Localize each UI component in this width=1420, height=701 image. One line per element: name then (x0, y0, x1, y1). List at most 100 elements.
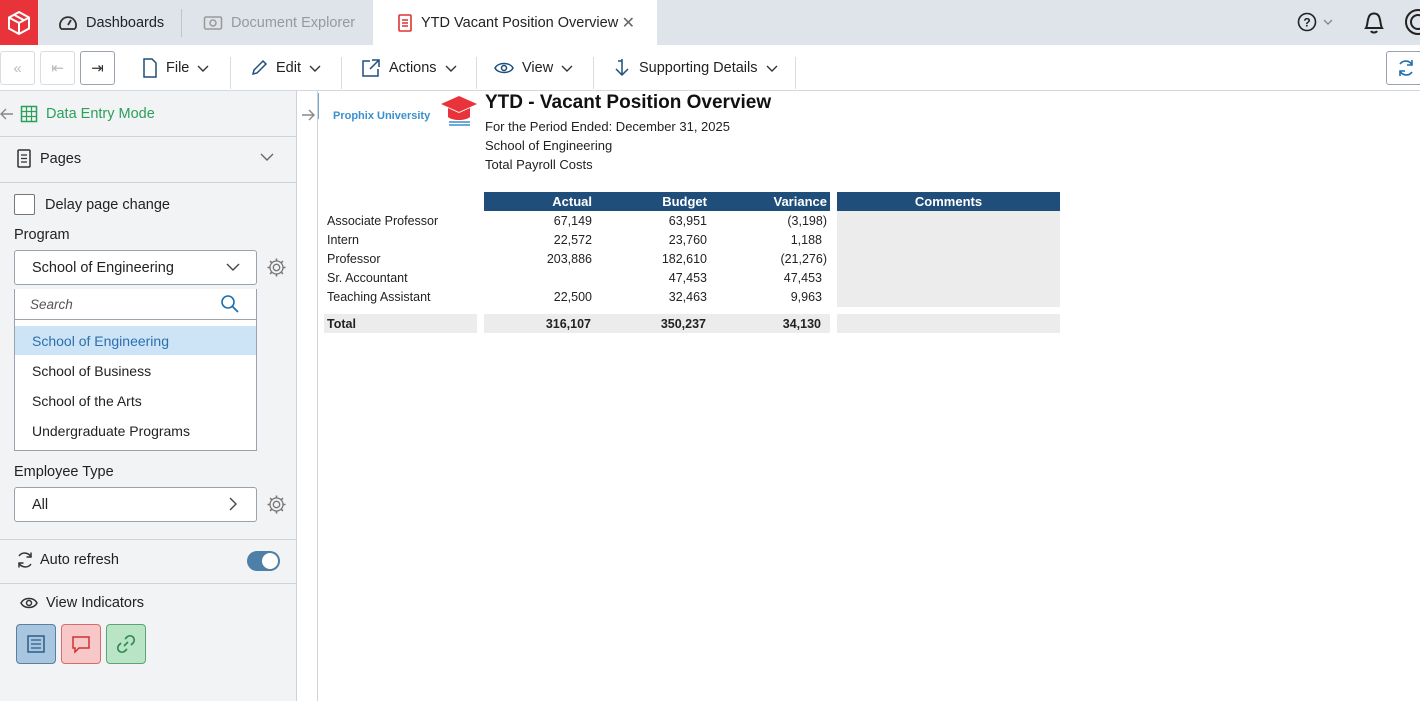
notes-indicator-button[interactable] (16, 624, 56, 664)
help-menu[interactable]: ? (1297, 12, 1333, 32)
auto-refresh-toggle[interactable] (247, 551, 280, 571)
cell-actual: 22,500 (553, 289, 592, 304)
data-entry-mode[interactable]: Data Entry Mode (0, 91, 297, 136)
tab-document-explorer[interactable]: Document Explorer (203, 0, 355, 45)
report-document-icon (398, 13, 412, 32)
app-logo[interactable] (0, 0, 38, 45)
program-select-value: School of Engineering (32, 259, 174, 276)
report-period: For the Period Ended: December 31, 2025 (485, 119, 730, 134)
left-panel: Data Entry Mode Pages Delay page change … (0, 91, 297, 701)
divider (0, 182, 297, 183)
arrow-right-icon[interactable] (301, 109, 315, 121)
refresh-button[interactable] (1386, 51, 1420, 85)
chevron-down-icon (445, 65, 457, 72)
user-menu[interactable] (1404, 8, 1420, 39)
pages-header[interactable]: Pages (16, 149, 81, 169)
program-search-input[interactable]: Search (15, 289, 256, 320)
chevron-down-icon (561, 65, 573, 72)
comments-cells[interactable] (837, 211, 1060, 307)
list-note-icon (27, 635, 45, 653)
program-option[interactable]: School of Business (32, 362, 152, 379)
report-school: School of Engineering (485, 138, 613, 153)
program-select[interactable]: School of Engineering (14, 250, 257, 285)
total-variance: 34,130 (782, 316, 821, 331)
tab-dashboards[interactable]: Dashboards (58, 0, 164, 45)
gear-icon[interactable] (266, 257, 287, 278)
total-actual: 316,107 (545, 316, 591, 331)
cell-budget: 23,760 (668, 232, 707, 247)
anchor-down-icon (615, 59, 629, 77)
pages-icon (17, 149, 31, 168)
refresh-icon (18, 552, 32, 568)
cell-actual: 22,572 (553, 232, 592, 247)
row-label: Professor (327, 251, 381, 266)
cell-variance: 47,453 (783, 270, 822, 285)
total-comments-bg (837, 314, 1060, 333)
double-chevron-left-icon: « (13, 59, 22, 77)
auto-refresh-row: Auto refresh (16, 551, 119, 569)
program-option[interactable]: Undergraduate Programs (32, 422, 190, 439)
divider (0, 136, 297, 137)
report-measure: Total Payroll Costs (485, 157, 593, 172)
view-indicators-row: View Indicators (20, 595, 144, 611)
cell-variance: 9,963 (790, 289, 822, 304)
first-page-button[interactable]: « (0, 51, 35, 85)
gear-icon[interactable] (266, 494, 287, 515)
delay-page-change-label: Delay page change (45, 196, 170, 213)
file-icon (143, 58, 157, 78)
refresh-icon (1399, 60, 1413, 76)
cell-actual (484, 268, 592, 287)
actions-menu[interactable]: Actions (361, 45, 457, 91)
toolbar-divider (476, 57, 477, 89)
program-option[interactable]: School of the Arts (32, 392, 142, 409)
comments-indicator-button[interactable] (61, 624, 101, 664)
file-menu[interactable]: File (142, 45, 209, 91)
cell-actual: 67,149 (553, 213, 592, 228)
actions-menu-label: Actions (389, 60, 437, 76)
back-button[interactable]: ⇤ (40, 51, 75, 85)
numeric-header-band (484, 192, 830, 211)
delay-page-change[interactable]: Delay page change (14, 194, 170, 215)
program-option[interactable]: School of Engineering (15, 326, 256, 355)
tab-active-report[interactable]: YTD Vacant Position Overview ✕ (373, 0, 657, 45)
divider (0, 539, 297, 540)
chevron-down-icon (766, 65, 777, 72)
top-tab-bar: Dashboards Document Explorer YTD Vacant … (0, 0, 1420, 45)
cell-budget: 63,951 (668, 213, 707, 228)
row-label: Intern (327, 232, 359, 247)
dashboard-gauge-icon (59, 15, 77, 30)
cell-budget: 182,610 (661, 251, 707, 266)
delay-page-change-checkbox[interactable] (14, 194, 35, 215)
supporting-details-label: Supporting Details (639, 60, 758, 76)
search-placeholder: Search (30, 296, 73, 312)
tab-explorer-label: Document Explorer (231, 14, 356, 31)
cube-logo-icon (8, 10, 30, 35)
total-values-bg (484, 314, 830, 333)
cell-variance: (3,198) (787, 213, 827, 228)
edit-menu[interactable]: Edit (250, 45, 321, 91)
supporting-details-menu[interactable]: Supporting Details (613, 45, 778, 91)
total-label-bg (324, 314, 477, 333)
chevron-down-icon[interactable] (260, 153, 274, 161)
external-action-icon (362, 59, 380, 77)
forward-button[interactable]: ⇥ (80, 51, 115, 85)
col-header-variance: Variance (773, 194, 828, 209)
chevron-down-icon (197, 65, 209, 72)
program-dropdown-list: Search School of Engineering School of B… (14, 289, 257, 451)
view-menu-label: View (522, 60, 554, 76)
view-menu[interactable]: View (494, 45, 573, 91)
notifications-bell[interactable] (1360, 8, 1388, 39)
close-tab-icon[interactable]: ✕ (621, 14, 635, 32)
row-label: Sr. Accountant (327, 270, 408, 285)
total-budget: 350,237 (660, 316, 706, 331)
forward-arrow-icon: ⇥ (91, 60, 104, 77)
toolbar-divider (795, 57, 796, 89)
links-indicator-button[interactable] (106, 624, 146, 664)
report-area: Prophix University YTD - Vacant Position… (319, 91, 1420, 701)
row-label: Associate Professor (327, 213, 439, 228)
toggle-knob (262, 553, 278, 569)
eye-icon (494, 62, 514, 74)
user-profile-icon (1405, 9, 1420, 35)
back-arrow-icon: ⇤ (51, 60, 64, 77)
employee-type-select[interactable]: All (14, 487, 257, 522)
